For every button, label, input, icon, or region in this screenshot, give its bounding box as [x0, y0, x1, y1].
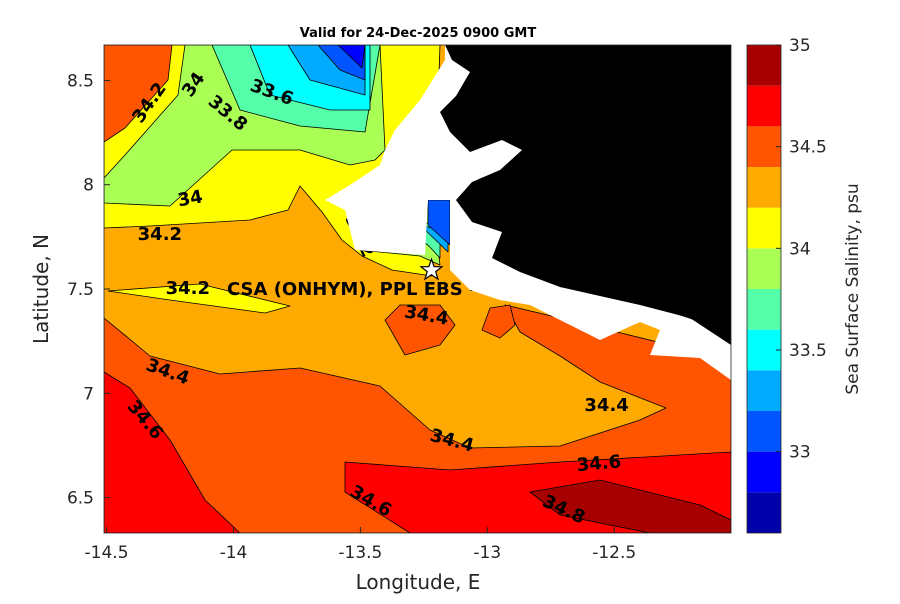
colorbar-frame — [746, 44, 782, 534]
x-tick-label: -13 — [473, 543, 501, 563]
band-34.6-34.8-west — [104, 371, 241, 533]
contour-label: 34.2 — [166, 278, 210, 299]
contour-label: 34.4 — [584, 395, 628, 416]
land-peninsula — [560, 275, 731, 345]
contour-field: 34.23433.833.63434.234.234.234.434.434.6… — [104, 45, 731, 533]
colorbar-swatch — [747, 126, 781, 167]
colorbar-swatch — [747, 167, 781, 208]
colorbar-swatch — [747, 411, 781, 452]
x-axis: -14.5 -14 -13.5 -13 -12.5 — [85, 527, 636, 563]
x-tick-label: -14.5 — [85, 543, 129, 563]
band-32.8-33.0 — [337, 45, 366, 69]
band-34.4-34.6-northwest — [104, 45, 173, 143]
y-tick-label: 8 — [83, 176, 94, 196]
band-34.8-35.0 — [529, 479, 731, 533]
colorbar-swatch — [747, 248, 781, 289]
y-tick-label: 7 — [83, 384, 94, 404]
y-axis-label: Latitude, N — [29, 234, 53, 344]
colorbar-swatch — [747, 45, 781, 86]
colorbar-swatch — [747, 451, 781, 493]
x-tick-label: -14 — [220, 543, 248, 563]
chart-title: Valid for 24-Dec-2025 0900 GMT — [300, 26, 537, 41]
x-tick-label: -12.5 — [592, 543, 636, 563]
colorbar-label: Sea Surface Salinity, psu — [843, 183, 863, 394]
band-34.0-34.2-small — [107, 283, 291, 314]
y-tick-label: 7.5 — [67, 280, 94, 300]
x-tick-label: -13.5 — [338, 543, 382, 563]
colorbar-tick-label: 34 — [789, 239, 811, 259]
contour-label: 34.6 — [576, 451, 622, 476]
y-tick-label: 6.5 — [67, 489, 94, 509]
contour-label: 34.2 — [138, 224, 182, 245]
colorbar-swatch — [747, 329, 781, 371]
colorbar-swatch — [747, 207, 781, 249]
x-axis-label: Longitude, E — [356, 570, 481, 594]
site-label: CSA (ONHYM), PPL EBS – Sierr — [227, 279, 533, 300]
band-34.4-34.6-blob2 — [481, 304, 516, 339]
colorbar-tick-label: 34.5 — [789, 138, 827, 158]
contour-label: 34 — [176, 186, 204, 211]
colorbar-tick-label: 33.5 — [789, 341, 827, 361]
band-34.4-34.6-blob — [384, 304, 456, 356]
y-tick-label: 8.5 — [67, 71, 94, 91]
colorbar-tick-label: 33 — [789, 443, 811, 463]
colorbar-swatch — [747, 492, 781, 533]
colorbar-swatch — [747, 370, 781, 411]
y-axis: 6.5 7 7.5 8 8.5 — [67, 71, 110, 509]
colorbar: 33 33.5 34 34.5 35 — [746, 36, 827, 534]
land-mass — [440, 45, 731, 342]
colorbar-swatch — [747, 289, 781, 330]
site-star-icon — [419, 257, 444, 281]
colorbar-swatch — [747, 85, 781, 127]
colorbar-tick-label: 35 — [789, 36, 811, 56]
